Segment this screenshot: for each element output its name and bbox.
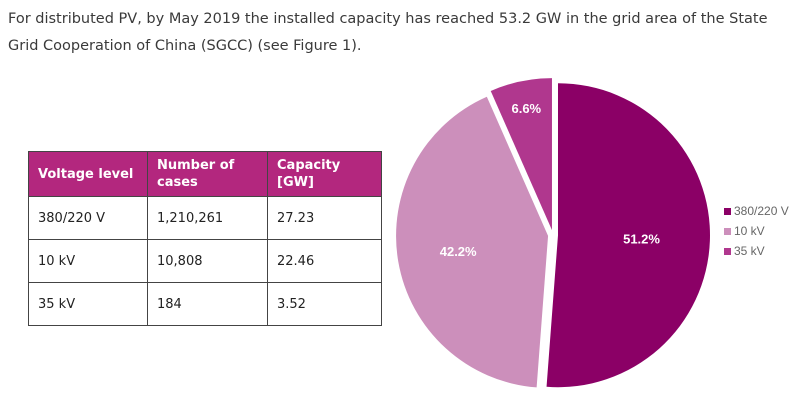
header-voltage-level: Voltage level	[28, 151, 148, 197]
legend-swatch	[724, 228, 731, 235]
legend-label: 10 kV	[734, 224, 765, 238]
table-row: 35 kV 184 3.52	[28, 282, 382, 326]
cell-cases: 10,808	[147, 239, 268, 283]
header-number-of-cases: Number of cases	[147, 151, 268, 197]
intro-paragraph: For distributed PV, by May 2019 the inst…	[8, 11, 768, 54]
data-label: 6.6%	[511, 101, 541, 116]
legend-label: 35 kV	[734, 244, 765, 258]
capacity-table: Voltage level Number of cases Capacity […	[28, 151, 382, 326]
data-label: 42.2%	[440, 244, 477, 259]
cell-capacity: 3.52	[267, 282, 382, 326]
pie-slice-3	[490, 78, 552, 231]
pie-slice-1	[546, 83, 710, 388]
header-capacity: Capacity [GW]	[267, 151, 382, 197]
data-label: 51.2%	[623, 231, 660, 246]
legend-label: 380/220 V	[734, 204, 789, 218]
pie-slice-2	[396, 96, 549, 388]
cell-voltage: 10 kV	[28, 239, 148, 283]
legend-swatch	[724, 208, 731, 215]
table-header-row: Voltage level Number of cases Capacity […	[28, 151, 382, 197]
table-row: 10 kV 10,808 22.46	[28, 239, 382, 283]
table-row: 380/220 V 1,210,261 27.23	[28, 196, 382, 240]
cell-cases: 1,210,261	[147, 196, 268, 240]
cell-capacity: 22.46	[267, 239, 382, 283]
cell-capacity: 27.23	[267, 196, 382, 240]
cell-voltage: 380/220 V	[28, 196, 148, 240]
legend-swatch	[724, 248, 731, 255]
cell-cases: 184	[147, 282, 268, 326]
